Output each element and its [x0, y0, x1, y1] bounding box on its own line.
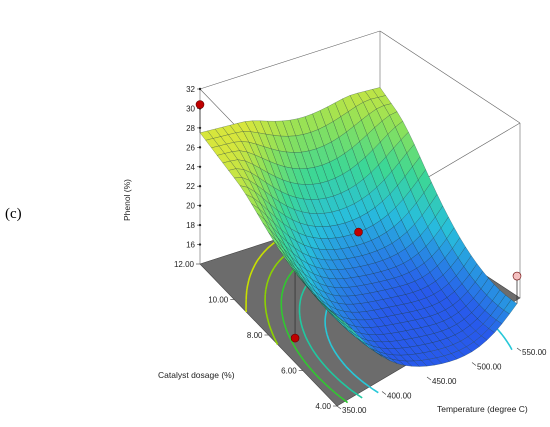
response-surface: [199, 87, 518, 367]
z-tick-label: 24: [186, 163, 195, 172]
z-tick-label: 18: [186, 221, 195, 230]
y-axis-label: Catalyst dosage (%): [158, 370, 235, 380]
y-tick-label: 12.00: [174, 260, 195, 269]
z-tick-label: 16: [186, 241, 195, 250]
z-tick-dot: [198, 146, 202, 149]
design-points: [195, 100, 522, 343]
z-axis-label: Phenol (%): [122, 179, 132, 221]
z-tick-label: 22: [186, 182, 195, 191]
design-point: [354, 227, 363, 237]
x-axis-label: Temperature (degree C): [437, 404, 528, 414]
y-tick-label: 4.00: [315, 402, 331, 411]
y-tick-label: 8.00: [247, 331, 263, 340]
z-tick-label: 26: [186, 143, 195, 152]
axes: 16 18 20 22 24 26 28 30 32 350.00 400.00 450.00 500.…: [174, 85, 547, 415]
x-tick-label: 400.00: [387, 392, 412, 401]
x-tick: [336, 405, 342, 410]
box-edge: [379, 30, 521, 124]
z-tick-dot: [198, 87, 202, 91]
z-tick-label: 20: [186, 202, 195, 211]
x-tick-label: 350.00: [342, 406, 367, 415]
y-tick-label: 6.00: [281, 367, 297, 376]
x-tick-label: 500.00: [477, 363, 502, 372]
z-tick-label: 32: [186, 85, 195, 94]
x-tick: [471, 362, 477, 366]
x-tick-label: 450.00: [432, 377, 457, 386]
z-tick-dot: [198, 165, 202, 168]
z-tick-dot: [198, 204, 202, 207]
design-point: [512, 271, 522, 281]
x-tick: [516, 347, 522, 352]
surface-cell: [331, 311, 345, 323]
z-tick-label: 30: [186, 104, 195, 113]
z-tick-label: 28: [186, 124, 195, 133]
z-tick-dot: [198, 185, 202, 188]
x-tick: [381, 391, 387, 395]
x-tick: [426, 376, 432, 381]
design-point-stems: [199, 104, 518, 339]
design-point: [195, 100, 205, 109]
x-tick-label: 550.00: [522, 348, 547, 357]
z-tick-dot: [198, 223, 202, 227]
z-tick-dot: [198, 243, 202, 246]
design-point: [290, 333, 300, 343]
y-tick-label: 10.00: [208, 296, 229, 305]
box-edge: [199, 30, 381, 90]
panel-label: (c): [5, 206, 22, 222]
